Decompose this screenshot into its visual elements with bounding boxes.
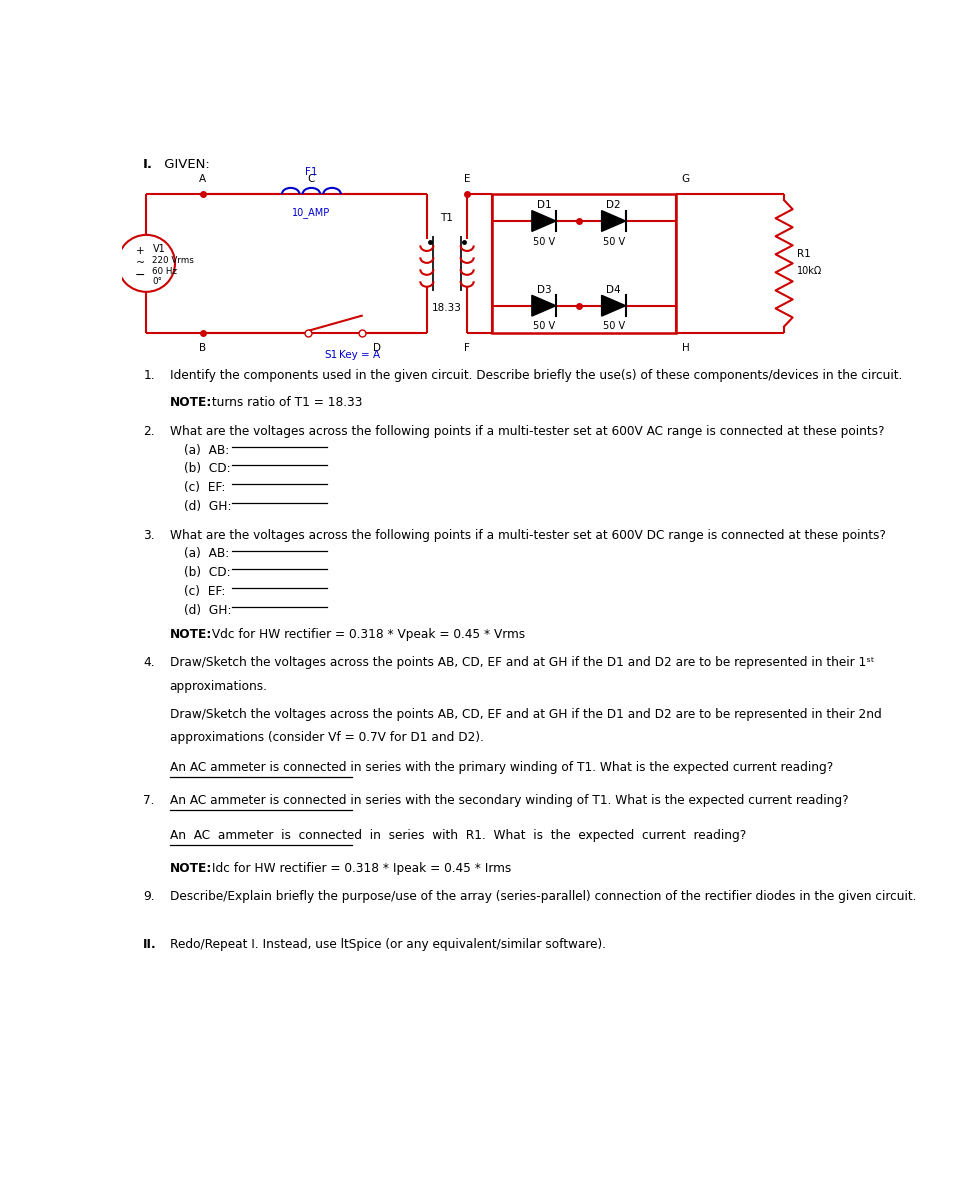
Text: (d)  GH:: (d) GH: bbox=[184, 500, 231, 514]
Text: (d)  GH:: (d) GH: bbox=[184, 604, 231, 617]
Text: T1: T1 bbox=[440, 212, 453, 222]
Text: S1: S1 bbox=[324, 349, 337, 360]
Text: approximations (consider Vf = 0.7V for D1 and D2).: approximations (consider Vf = 0.7V for D… bbox=[169, 731, 483, 744]
Text: Key = A: Key = A bbox=[339, 349, 380, 360]
Text: 220 Vrms: 220 Vrms bbox=[153, 256, 194, 265]
Text: F: F bbox=[465, 343, 470, 353]
Text: 60 Hz: 60 Hz bbox=[153, 266, 178, 276]
Text: 1.: 1. bbox=[143, 368, 155, 382]
Bar bbox=[492, 194, 676, 332]
Text: 10_AMP: 10_AMP bbox=[293, 208, 330, 218]
Text: II.: II. bbox=[143, 938, 156, 950]
Text: D3: D3 bbox=[537, 284, 551, 294]
Text: 50 V: 50 V bbox=[533, 322, 555, 331]
Text: (b)  CD:: (b) CD: bbox=[184, 566, 230, 580]
Text: approximations.: approximations. bbox=[169, 679, 267, 692]
Text: 10kΩ: 10kΩ bbox=[797, 266, 822, 276]
Text: (b)  CD:: (b) CD: bbox=[184, 462, 230, 475]
Text: 0°: 0° bbox=[153, 277, 162, 287]
Text: (c)  EF:: (c) EF: bbox=[184, 481, 225, 494]
Text: NOTE:: NOTE: bbox=[169, 862, 212, 875]
Text: E: E bbox=[464, 174, 470, 184]
Text: F1: F1 bbox=[305, 167, 318, 178]
Text: 3.: 3. bbox=[143, 529, 155, 541]
Text: Draw/Sketch the voltages across the points AB, CD, EF and at GH if the D1 and D2: Draw/Sketch the voltages across the poin… bbox=[169, 656, 874, 670]
Text: Identify the components used in the given circuit. Describe briefly the use(s) o: Identify the components used in the give… bbox=[169, 368, 902, 382]
Text: An AC ammeter is connected in series with the secondary winding of T1. What is t: An AC ammeter is connected in series wit… bbox=[169, 793, 849, 806]
Text: −: − bbox=[135, 269, 146, 282]
Text: (a)  AB:: (a) AB: bbox=[184, 444, 228, 456]
Text: I.: I. bbox=[143, 158, 154, 170]
Text: ~: ~ bbox=[135, 258, 145, 269]
Text: +: + bbox=[136, 246, 145, 256]
Text: D4: D4 bbox=[607, 284, 621, 294]
Text: 50 V: 50 V bbox=[533, 236, 555, 247]
Text: 50 V: 50 V bbox=[603, 322, 625, 331]
Text: 7.: 7. bbox=[143, 793, 155, 806]
Text: An AC ammeter is connected in series with the primary winding of T1. What is the: An AC ammeter is connected in series wit… bbox=[169, 761, 833, 774]
Polygon shape bbox=[532, 211, 556, 232]
Text: R1: R1 bbox=[797, 250, 811, 259]
Text: What are the voltages across the following points if a multi-tester set at 600V : What are the voltages across the followi… bbox=[169, 425, 885, 438]
Text: Vdc for HW rectifier = 0.318 * Vpeak = 0.45 * Vrms: Vdc for HW rectifier = 0.318 * Vpeak = 0… bbox=[208, 628, 526, 641]
Text: G: G bbox=[681, 174, 690, 184]
Text: NOTE:: NOTE: bbox=[169, 396, 212, 409]
Text: Describe/Explain briefly the purpose/use of the array (series-parallel) connecti: Describe/Explain briefly the purpose/use… bbox=[169, 890, 916, 904]
Polygon shape bbox=[602, 211, 626, 232]
Text: What are the voltages across the following points if a multi-tester set at 600V : What are the voltages across the followi… bbox=[169, 529, 885, 541]
Text: B: B bbox=[199, 343, 206, 353]
Text: An  AC  ammeter  is  connected  in  series  with  R1.  What  is  the  expected  : An AC ammeter is connected in series wit… bbox=[169, 829, 746, 842]
Text: turns ratio of T1 = 18.33: turns ratio of T1 = 18.33 bbox=[208, 396, 363, 409]
Text: Idc for HW rectifier = 0.318 * Ipeak = 0.45 * Irms: Idc for HW rectifier = 0.318 * Ipeak = 0… bbox=[208, 862, 511, 875]
Text: (a)  AB:: (a) AB: bbox=[184, 547, 228, 560]
Text: V1: V1 bbox=[153, 245, 165, 254]
Polygon shape bbox=[532, 295, 556, 316]
Text: 9.: 9. bbox=[143, 890, 155, 904]
Text: 18.33: 18.33 bbox=[433, 302, 462, 313]
Text: GIVEN:: GIVEN: bbox=[160, 158, 210, 170]
Text: D2: D2 bbox=[607, 200, 621, 210]
Text: D1: D1 bbox=[537, 200, 551, 210]
Text: 4.: 4. bbox=[143, 656, 155, 670]
Text: H: H bbox=[681, 343, 689, 353]
Text: 2.: 2. bbox=[143, 425, 155, 438]
Text: C: C bbox=[308, 174, 315, 184]
Text: NOTE:: NOTE: bbox=[169, 628, 212, 641]
Text: Draw/Sketch the voltages across the points AB, CD, EF and at GH if the D1 and D2: Draw/Sketch the voltages across the poin… bbox=[169, 708, 882, 721]
Text: A: A bbox=[199, 174, 206, 184]
Text: 50 V: 50 V bbox=[603, 236, 625, 247]
Text: Redo/Repeat I. Instead, use ltSpice (or any equivalent/similar software).: Redo/Repeat I. Instead, use ltSpice (or … bbox=[169, 938, 606, 950]
Polygon shape bbox=[602, 295, 626, 316]
Text: D: D bbox=[373, 343, 381, 353]
Text: (c)  EF:: (c) EF: bbox=[184, 586, 225, 599]
